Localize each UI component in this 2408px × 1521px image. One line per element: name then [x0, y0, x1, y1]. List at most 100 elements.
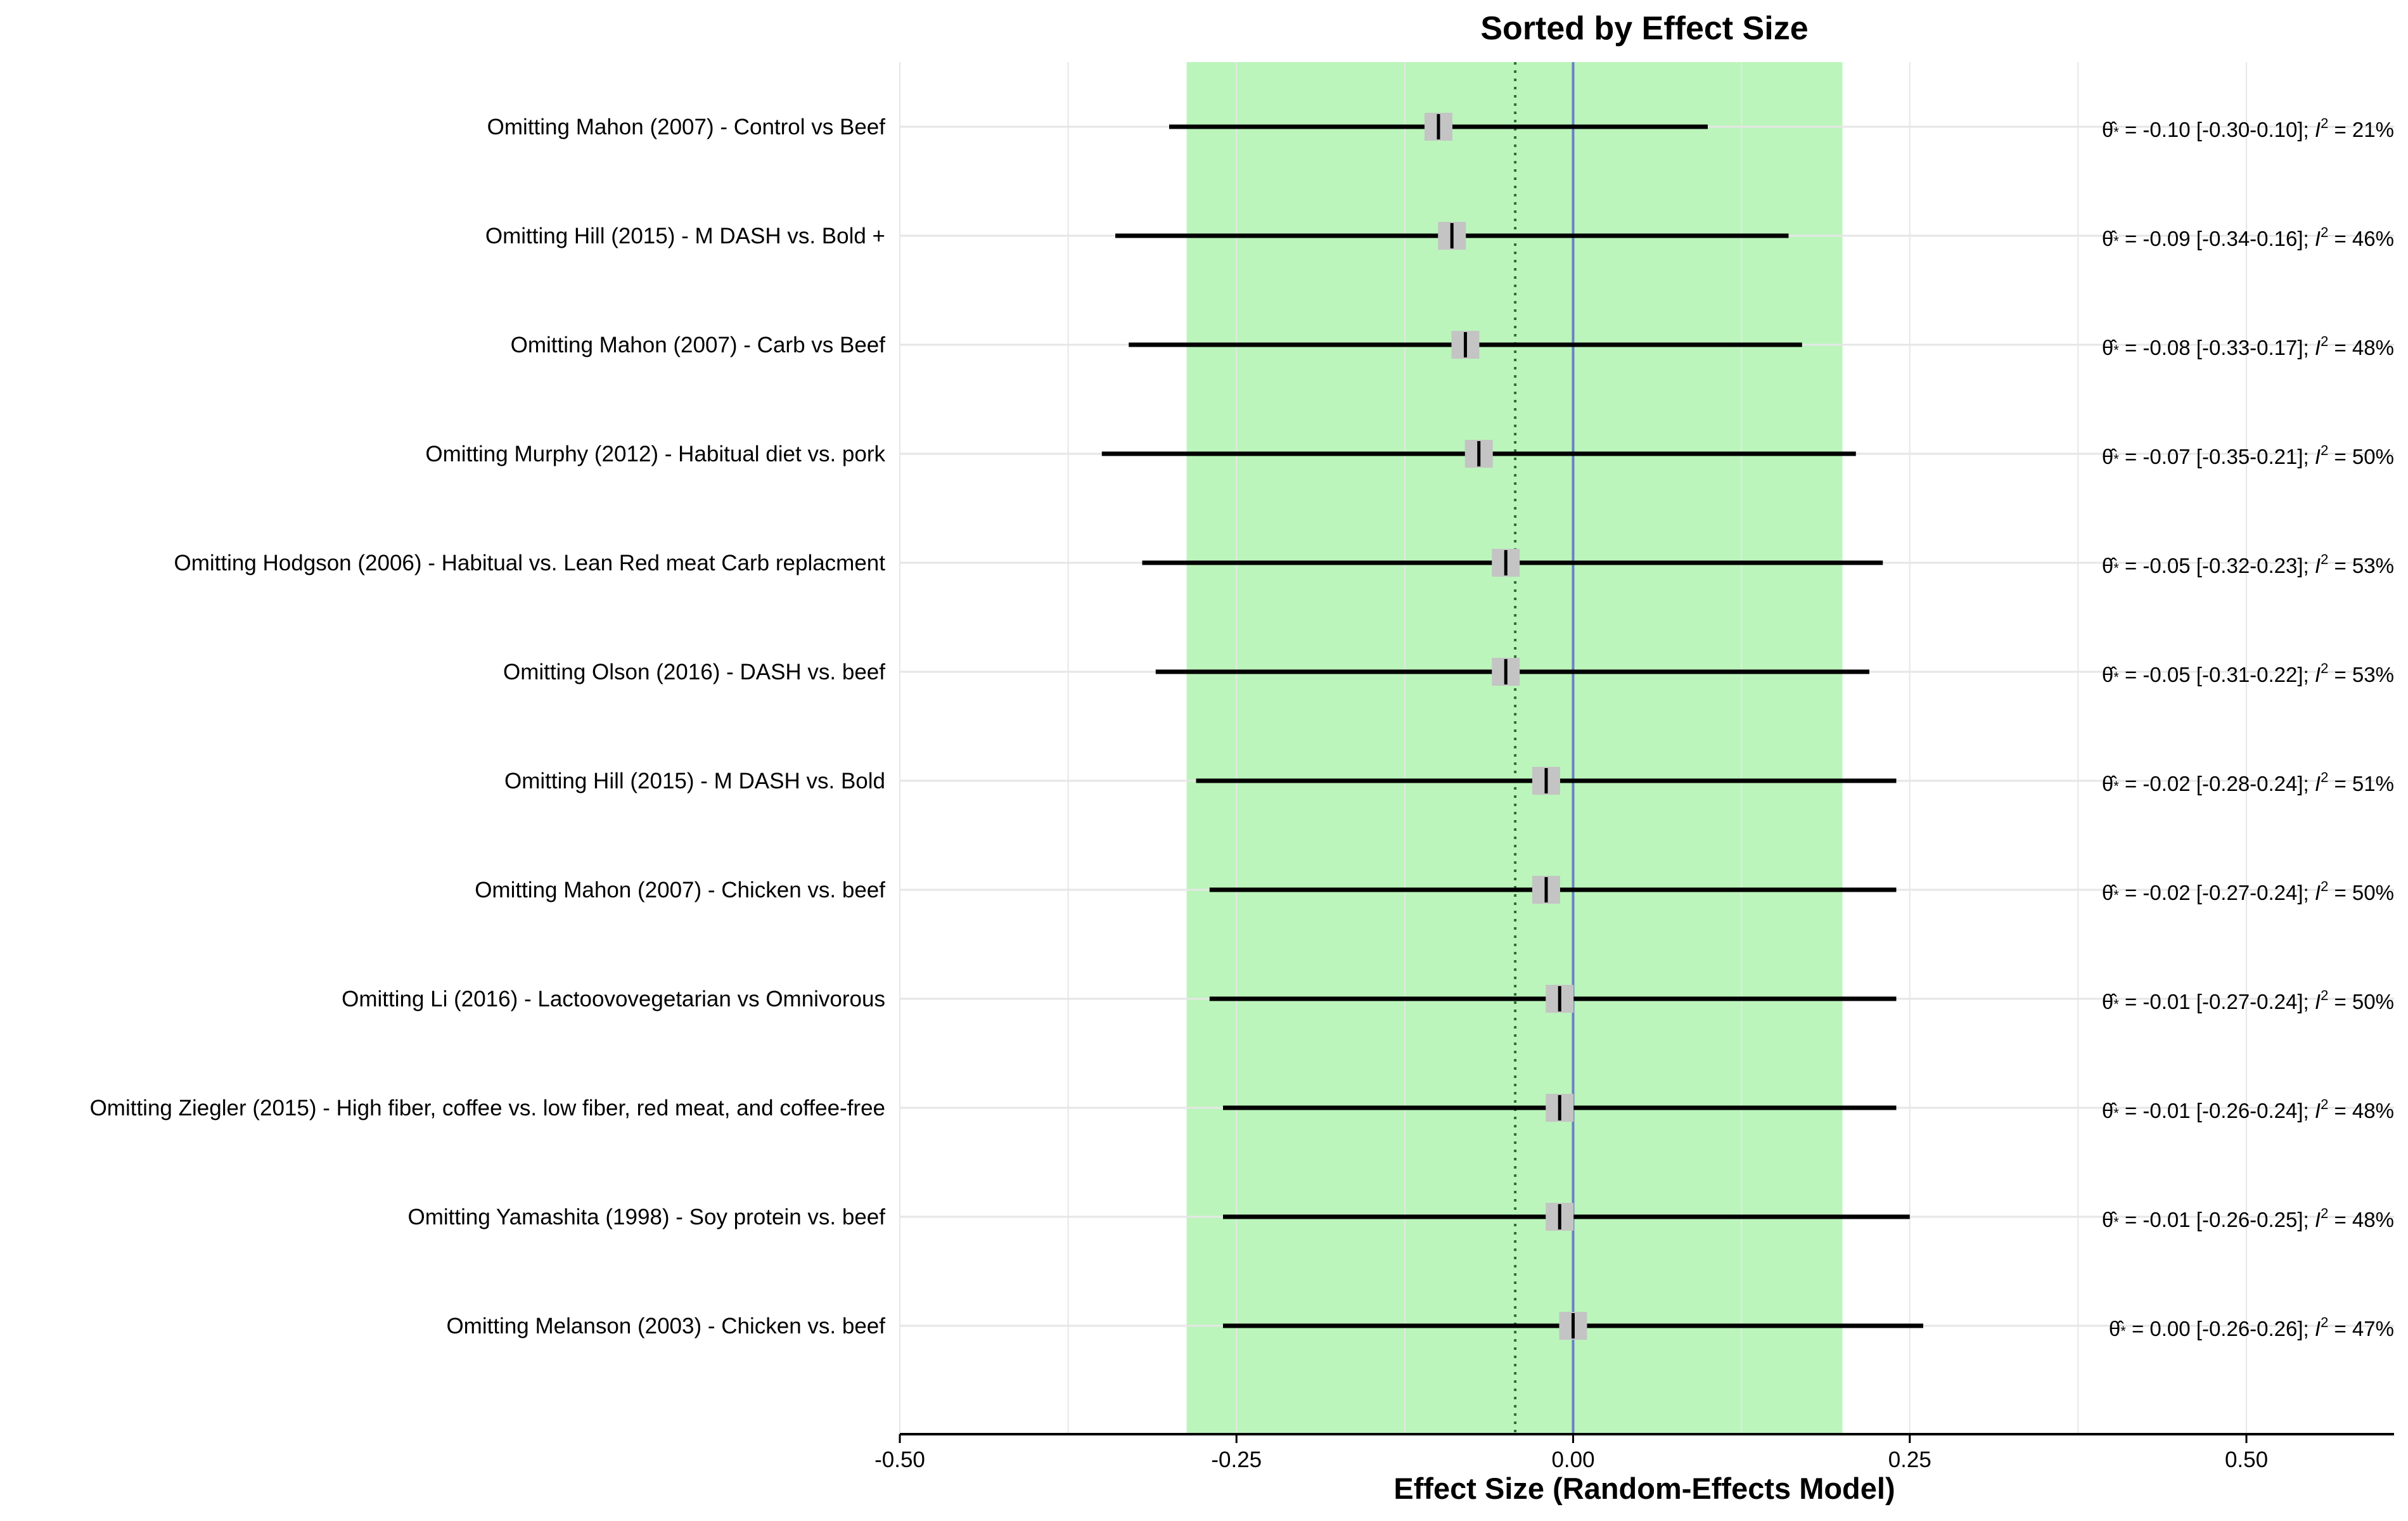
theta-subscript: * — [2120, 1323, 2126, 1339]
x-axis: -0.50 -0.25 0.00 0.25 0.50 — [874, 1433, 2394, 1472]
estimate-text: = -0.02 [-0.28-0.24]; — [2119, 772, 2315, 795]
row-label: Omitting Li (2016) - Lactoovovegetarian … — [342, 987, 885, 1011]
estimate-text: = -0.01 [-0.26-0.25]; — [2119, 1208, 2315, 1231]
x-axis-label: Effect Size (Random-Effects Model) — [1393, 1472, 1895, 1505]
i2-superscript: 2 — [2321, 1205, 2328, 1221]
i2-symbol: I — [2315, 772, 2321, 795]
estimate-text: = -0.01 [-0.27-0.24]; — [2119, 990, 2315, 1013]
i2-superscript: 2 — [2321, 333, 2328, 349]
i2-value: = 21% — [2328, 118, 2394, 141]
i2-symbol: I — [2315, 990, 2321, 1013]
i2-value: = 46% — [2328, 227, 2394, 250]
x-tick-label: 0.00 — [1551, 1447, 1594, 1472]
forest-row: Omitting Melanson (2003) - Chicken vs. b… — [446, 1312, 2394, 1340]
i2-superscript: 2 — [2321, 224, 2328, 240]
row-label: Omitting Mahon (2007) - Carb vs Beef — [511, 333, 886, 357]
row-annotation: θ̂* = -0.05 [-0.31-0.22]; I2 = 53% — [2102, 660, 2394, 686]
estimate-text: = -0.05 [-0.31-0.22]; — [2119, 663, 2315, 686]
forest-row: Omitting Mahon (2007) - Carb vs Beef θ̂* … — [511, 331, 2394, 359]
i2-symbol: I — [2315, 554, 2321, 577]
row-label: Omitting Mahon (2007) - Control vs Beef — [487, 115, 886, 139]
i2-superscript: 2 — [2321, 769, 2328, 785]
estimate-text: = -0.09 [-0.34-0.16]; — [2119, 227, 2315, 250]
forest-row: Omitting Yamashita (1998) - Soy protein … — [407, 1203, 2394, 1231]
theta-subscript: * — [2113, 996, 2119, 1012]
row-label: Omitting Hill (2015) - M DASH vs. Bold + — [485, 224, 885, 248]
row-label: Omitting Mahon (2007) - Chicken vs. beef — [475, 878, 885, 902]
row-label: Omitting Melanson (2003) - Chicken vs. b… — [446, 1314, 885, 1338]
estimate-text: = -0.02 [-0.27-0.24]; — [2119, 881, 2315, 904]
i2-value: = 48% — [2328, 1208, 2394, 1231]
i2-value: = 50% — [2328, 445, 2394, 468]
x-tick-label: -0.50 — [874, 1447, 925, 1472]
forest-row: Omitting Murphy (2012) - Habitual diet v… — [425, 440, 2394, 468]
i2-superscript: 2 — [2321, 1096, 2328, 1112]
row-annotation: θ̂* = -0.10 [-0.30-0.10]; I2 = 21% — [2102, 115, 2394, 141]
forest-row: Omitting Hodgson (2006) - Habitual vs. L… — [174, 549, 2394, 577]
x-tick-label: 0.50 — [2225, 1447, 2268, 1472]
i2-superscript: 2 — [2321, 551, 2328, 567]
row-annotation: θ̂* = -0.08 [-0.33-0.17]; I2 = 48% — [2102, 333, 2394, 359]
row-annotation: θ̂* = -0.09 [-0.34-0.16]; I2 = 46% — [2102, 224, 2394, 250]
i2-value: = 50% — [2328, 990, 2394, 1013]
i2-symbol: I — [2315, 663, 2321, 686]
row-label: Omitting Olson (2016) - DASH vs. beef — [503, 660, 885, 684]
i2-superscript: 2 — [2321, 987, 2328, 1003]
i2-value: = 47% — [2328, 1317, 2394, 1340]
estimate-text: = -0.07 [-0.35-0.21]; — [2119, 445, 2315, 468]
i2-value: = 48% — [2328, 1099, 2394, 1122]
i2-value: = 51% — [2328, 772, 2394, 795]
theta-subscript: * — [2113, 233, 2119, 249]
i2-value: = 53% — [2328, 554, 2394, 577]
row-annotation: θ̂* = -0.02 [-0.27-0.24]; I2 = 50% — [2102, 878, 2394, 904]
forest-row: Omitting Olson (2016) - DASH vs. beef θ̂*… — [503, 658, 2394, 686]
row-annotation: θ̂* = -0.01 [-0.27-0.24]; I2 = 50% — [2102, 987, 2394, 1013]
row-label: Omitting Hodgson (2006) - Habitual vs. L… — [174, 551, 886, 575]
estimate-text: = -0.01 [-0.26-0.24]; — [2119, 1099, 2315, 1122]
row-label: Omitting Ziegler (2015) - High fiber, co… — [90, 1096, 885, 1120]
row-annotation: θ̂* = 0.00 [-0.26-0.26]; I2 = 47% — [2109, 1314, 2394, 1340]
forest-row: Omitting Hill (2015) - M DASH vs. Bold +… — [485, 222, 2394, 250]
rows-layer: Omitting Mahon (2007) - Control vs Beef θ… — [90, 113, 2394, 1340]
theta-subscript: * — [2113, 1214, 2119, 1230]
forest-row: Omitting Hill (2015) - M DASH vs. Bold θ̂… — [504, 767, 2394, 795]
forest-row: Omitting Mahon (2007) - Control vs Beef θ… — [487, 113, 2394, 141]
i2-value: = 50% — [2328, 881, 2394, 904]
estimate-text: = -0.08 [-0.33-0.17]; — [2119, 336, 2315, 359]
row-annotation: θ̂* = -0.05 [-0.32-0.23]; I2 = 53% — [2102, 551, 2394, 577]
i2-symbol: I — [2315, 118, 2321, 141]
x-tick-label: 0.25 — [1888, 1447, 1931, 1472]
estimate-text: = -0.05 [-0.32-0.23]; — [2119, 554, 2315, 577]
theta-subscript: * — [2113, 124, 2119, 140]
forest-row: Omitting Ziegler (2015) - High fiber, co… — [90, 1094, 2394, 1122]
theta-subscript: * — [2113, 669, 2119, 685]
i2-value: = 48% — [2328, 336, 2394, 359]
row-label: Omitting Hill (2015) - M DASH vs. Bold — [504, 769, 885, 793]
row-annotation: θ̂* = -0.07 [-0.35-0.21]; I2 = 50% — [2102, 442, 2394, 468]
row-annotation: θ̂* = -0.02 [-0.28-0.24]; I2 = 51% — [2102, 769, 2394, 795]
x-tick-label: -0.25 — [1211, 1447, 1262, 1472]
i2-symbol: I — [2315, 1099, 2321, 1122]
row-label: Omitting Yamashita (1998) - Soy protein … — [407, 1205, 885, 1229]
i2-symbol: I — [2315, 227, 2321, 250]
theta-subscript: * — [2113, 342, 2119, 358]
theta-subscript: * — [2113, 887, 2119, 903]
i2-value: = 53% — [2328, 663, 2394, 686]
i2-superscript: 2 — [2321, 1314, 2328, 1330]
i2-symbol: I — [2315, 1208, 2321, 1231]
theta-subscript: * — [2113, 451, 2119, 467]
i2-superscript: 2 — [2321, 115, 2328, 131]
row-annotation: θ̂* = -0.01 [-0.26-0.25]; I2 = 48% — [2102, 1205, 2394, 1231]
row-annotation: θ̂* = -0.01 [-0.26-0.24]; I2 = 48% — [2102, 1096, 2394, 1122]
i2-symbol: I — [2315, 881, 2321, 904]
theta-subscript: * — [2113, 778, 2119, 794]
estimate-text: = -0.10 [-0.30-0.10]; — [2119, 118, 2315, 141]
i2-symbol: I — [2315, 1317, 2321, 1340]
i2-symbol: I — [2315, 445, 2321, 468]
i2-symbol: I — [2315, 336, 2321, 359]
forest-row: Omitting Mahon (2007) - Chicken vs. beef… — [475, 876, 2394, 904]
i2-superscript: 2 — [2321, 660, 2328, 676]
row-label: Omitting Murphy (2012) - Habitual diet v… — [425, 442, 885, 466]
i2-superscript: 2 — [2321, 442, 2328, 458]
